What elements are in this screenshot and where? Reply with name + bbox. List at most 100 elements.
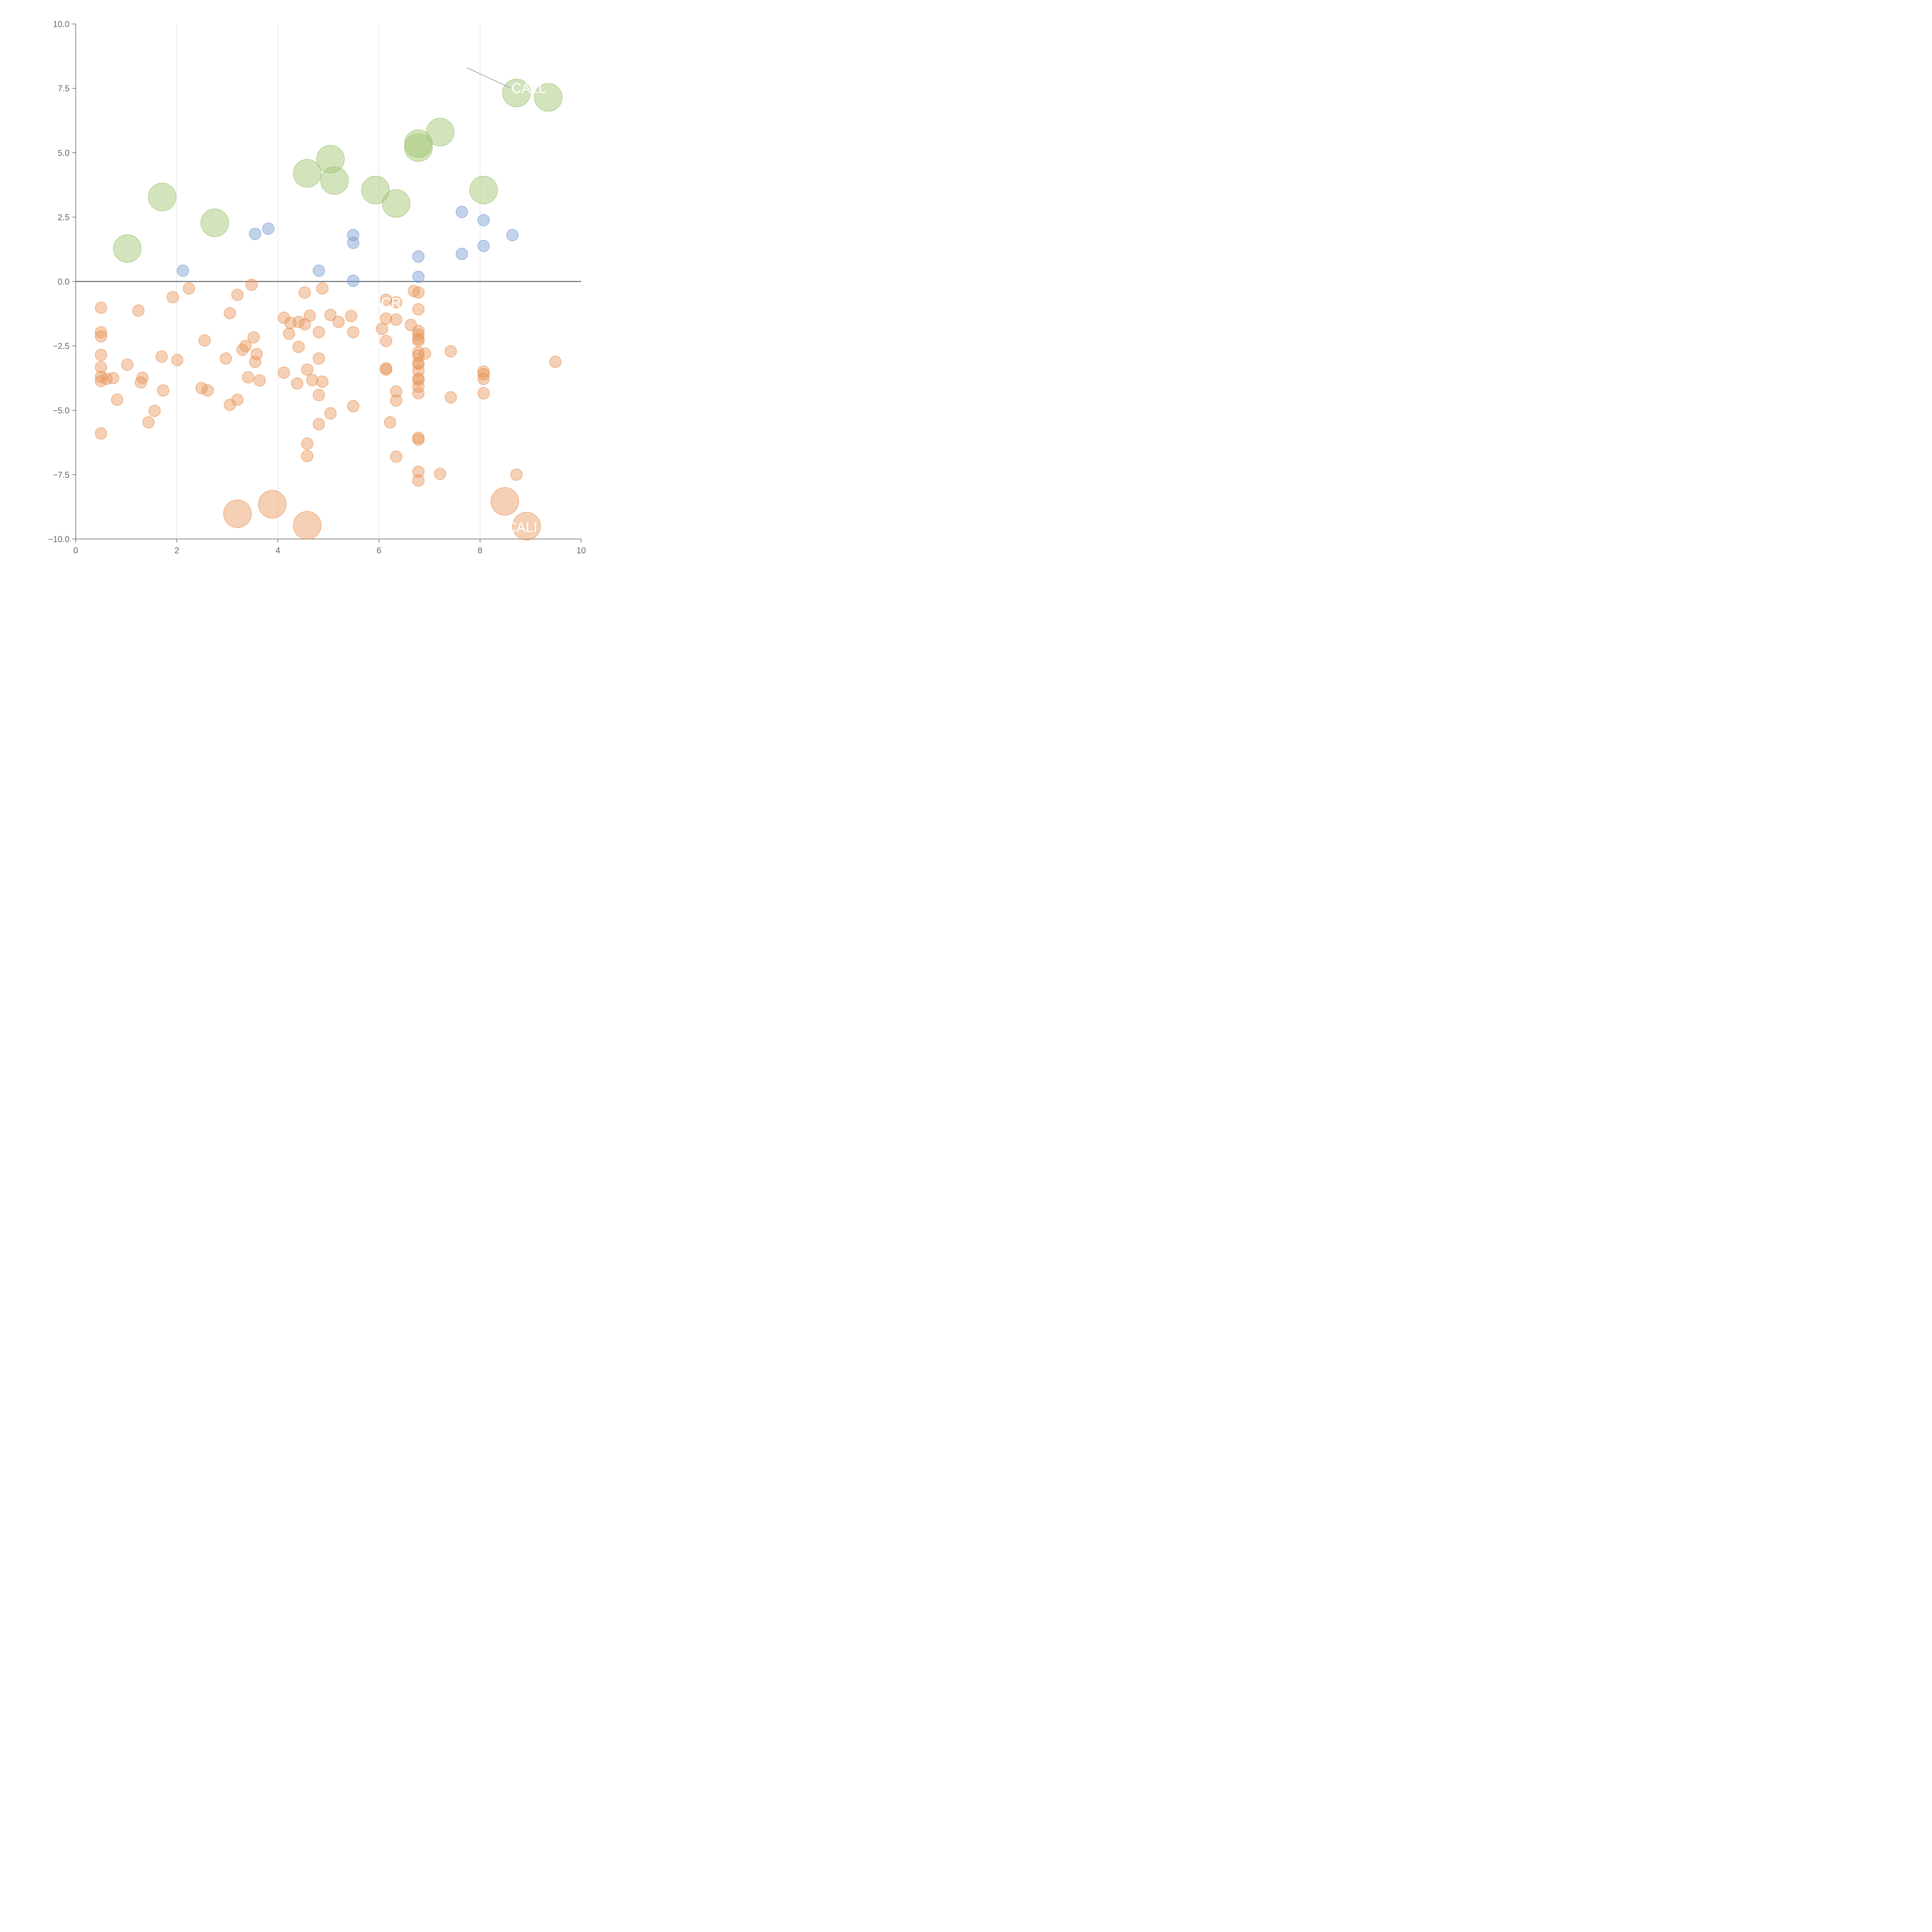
data-point: [195, 382, 208, 395]
axes: −10.0 −7.5 −5.0 −2.5 0.0 2.5 5.0 7.5 10.0 0 2 4 6 8 10: [48, 19, 586, 555]
data-point: [293, 159, 321, 188]
data-point: [502, 78, 531, 107]
x-tick-label: 10: [577, 546, 586, 555]
data-point: [332, 316, 345, 328]
data-point: [412, 303, 425, 316]
x-tick-label: 0: [73, 546, 78, 555]
data-point: [291, 377, 303, 390]
data-point: [313, 352, 325, 365]
data-point: [219, 352, 232, 365]
data-point: [419, 347, 431, 360]
data-point: [412, 335, 425, 347]
data-point: [95, 361, 107, 374]
data-point: [301, 363, 313, 376]
data-point: [412, 358, 425, 370]
data-point: [293, 511, 321, 540]
annotations: CALL CRV CALI: [381, 67, 546, 535]
data-point: [412, 466, 425, 478]
data-point: [100, 372, 113, 385]
x-tick-label: 6: [377, 546, 381, 555]
data-point: [136, 372, 149, 384]
annotation-label: CALI: [506, 519, 537, 535]
data-point: [245, 279, 258, 291]
data-point: [380, 312, 392, 325]
data-point: [412, 474, 425, 487]
data-point: [477, 387, 490, 400]
annotation-leader-line: [466, 67, 512, 89]
data-point: [167, 291, 179, 303]
data-point: [242, 371, 254, 384]
data-point: [382, 189, 411, 218]
data-point: [239, 340, 252, 352]
x-tick-label: 8: [478, 546, 482, 555]
data-point: [324, 407, 337, 420]
data-point: [510, 468, 523, 481]
y-tick-label: 0.0: [58, 277, 70, 287]
data-point: [412, 433, 425, 446]
data-point: [390, 450, 403, 463]
data-point: [347, 236, 359, 249]
data-point: [316, 282, 329, 295]
data-point: [456, 248, 468, 260]
data-point: [390, 313, 403, 326]
data-point: [95, 326, 107, 338]
data-point: [390, 296, 403, 309]
data-point: [469, 176, 498, 204]
data-point: [549, 355, 562, 368]
data-point: [380, 335, 392, 347]
data-point: [316, 376, 329, 388]
y-tick-label: 10.0: [53, 19, 70, 29]
annotation-label: CRV: [381, 295, 410, 311]
data-point: [412, 374, 425, 386]
data-point: [313, 326, 325, 338]
y-tick-label: 7.5: [58, 84, 70, 94]
data-point: [316, 145, 345, 173]
data-point: [142, 416, 155, 429]
data-point: [95, 301, 107, 314]
data-point: [313, 264, 325, 277]
data-point: [384, 416, 396, 429]
data-point: [121, 359, 134, 371]
data-point: [301, 450, 313, 463]
annotation-label: CALL: [511, 80, 546, 96]
data-point: [512, 512, 541, 541]
data-point: [155, 350, 168, 363]
data-point: [412, 250, 425, 263]
data-point: [412, 387, 425, 400]
data-point: [293, 341, 305, 353]
data-point: [107, 372, 119, 384]
data-point: [250, 348, 263, 361]
data-point: [477, 366, 490, 378]
y-tick-label: 5.0: [58, 148, 70, 158]
data-point: [283, 328, 295, 340]
data-point: [444, 345, 457, 357]
data-point: [258, 490, 287, 519]
data-point: [390, 394, 403, 407]
data-point: [303, 310, 316, 322]
data-point: [477, 368, 490, 381]
data-point: [380, 363, 392, 376]
data-point: [313, 389, 325, 401]
data-point: [347, 274, 359, 287]
data-point: [262, 223, 275, 235]
data-point: [412, 328, 425, 341]
data-point: [434, 468, 446, 480]
data-point: [477, 214, 490, 226]
data-point: [224, 307, 236, 320]
data-point: [408, 285, 420, 297]
data-point: [95, 349, 107, 361]
data-point: [278, 311, 290, 324]
data-point: [298, 286, 311, 299]
data-point: [444, 391, 457, 404]
data-point: [324, 309, 337, 321]
data-point: [506, 229, 519, 242]
y-tick-label: −2.5: [53, 341, 70, 351]
data-point: [200, 208, 229, 237]
data-point: [223, 499, 252, 528]
data-point: [380, 294, 392, 306]
data-point: [132, 304, 145, 317]
chart-container: −10.0 −7.5 −5.0 −2.5 0.0 2.5 5.0 7.5 10.0 0 2 4 6 8 10…: [0, 0, 600, 600]
data-point: [157, 384, 170, 397]
y-tick-label: 2.5: [58, 213, 70, 222]
data-point: [284, 317, 297, 329]
